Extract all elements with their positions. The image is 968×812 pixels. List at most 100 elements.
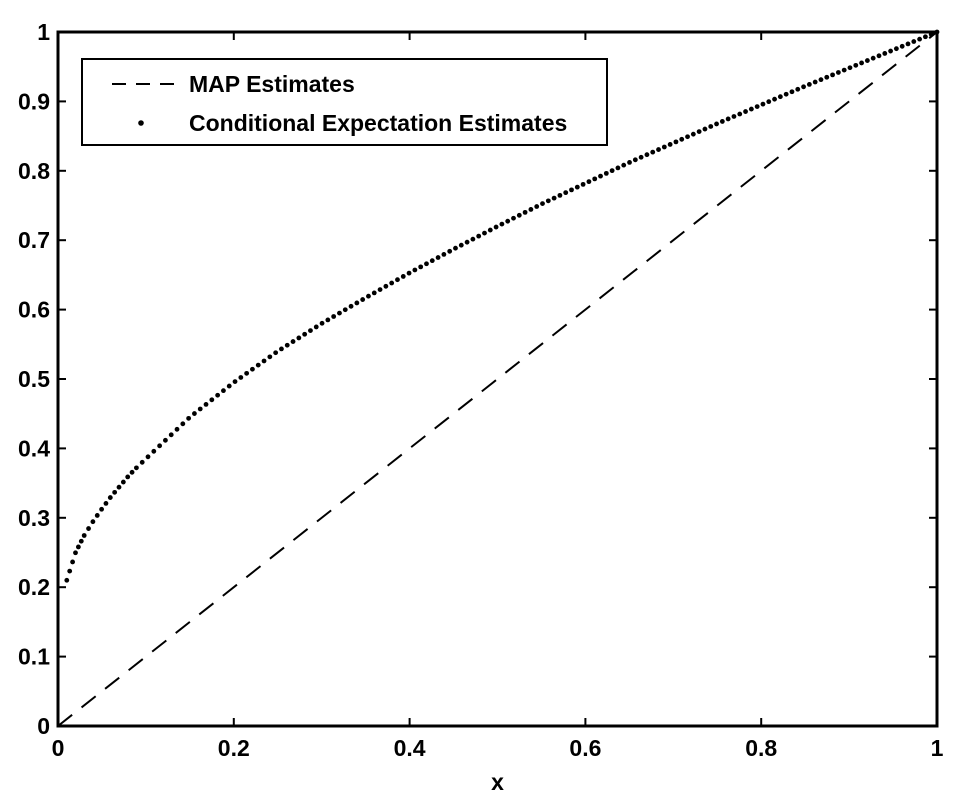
series-dots-conditional — [64, 29, 940, 583]
series-dot-conditional — [812, 79, 818, 85]
series-dot-conditional — [853, 62, 859, 68]
series-dot-conditional — [679, 136, 685, 142]
series-dot-conditional — [145, 454, 151, 460]
series-dot-conditional — [783, 91, 789, 97]
series-dot-conditional — [638, 154, 644, 160]
x-tick-label: 0 — [52, 735, 65, 761]
series-dot-conditional — [186, 415, 192, 421]
series-dot-conditional — [505, 218, 511, 224]
series-dot-conditional — [899, 43, 905, 49]
series-dot-conditional — [232, 379, 238, 384]
series-dot-conditional — [714, 121, 719, 127]
y-tick-label: 0 — [37, 713, 50, 739]
series-dot-conditional — [766, 99, 772, 105]
series-dot-conditional — [134, 465, 139, 471]
series-dot-conditional — [313, 324, 319, 330]
series-dot-conditional — [70, 559, 75, 565]
series-dot-conditional — [73, 550, 78, 556]
legend-swatch-conditional — [138, 120, 144, 126]
series-dot-conditional — [882, 51, 888, 56]
series-dot-conditional — [801, 84, 806, 90]
series-dot-conditional — [308, 328, 313, 333]
series-dot-conditional — [64, 577, 70, 583]
series-dot-conditional — [458, 242, 464, 248]
series-dot-conditional — [731, 114, 737, 119]
series-dot-conditional — [125, 474, 131, 480]
series-dot-conditional — [563, 190, 569, 196]
series-dot-conditional — [424, 261, 429, 267]
legend-label-map: MAP Estimates — [189, 71, 355, 97]
series-dot-conditional — [748, 106, 754, 112]
y-tick-label: 0.2 — [18, 574, 50, 600]
series-dot-conditional — [209, 397, 215, 403]
series-dot-conditional — [847, 65, 853, 71]
series-dot-conditional — [120, 479, 126, 485]
series-dot-conditional — [685, 134, 690, 140]
series-dot-conditional — [772, 96, 777, 102]
series-dot-conditional — [876, 53, 882, 59]
series-dot-conditional — [94, 513, 100, 518]
series-dot-conditional — [163, 437, 168, 443]
series-dot-conditional — [632, 157, 638, 163]
series-dot-conditional — [487, 227, 493, 233]
series-dot-conditional — [75, 544, 81, 550]
series-dot-conditional — [725, 116, 731, 122]
series-dot-conditional — [197, 406, 203, 412]
series-dot-conditional — [644, 152, 650, 158]
series-dot-conditional — [412, 267, 418, 273]
plot-frame — [56, 30, 939, 728]
series-dot-conditional — [905, 41, 911, 47]
series-dot-conditional — [864, 58, 870, 63]
series-dot-conditional — [476, 233, 482, 239]
series-dot-conditional — [609, 168, 615, 174]
series-dot-conditional — [296, 335, 302, 341]
series-dot-conditional — [168, 432, 174, 438]
series-dot-conditional — [331, 314, 337, 319]
series-dot-conditional — [226, 383, 232, 389]
series-dot-conditional — [493, 224, 499, 230]
series-dot-conditional — [337, 310, 342, 316]
series-dot-conditional — [342, 307, 348, 313]
series-dot-conditional — [545, 198, 551, 204]
series-dot-conditional — [429, 258, 435, 264]
y-tick-label: 0.8 — [18, 158, 50, 184]
series-dot-conditional — [522, 209, 528, 215]
y-tick-label: 0.9 — [18, 88, 50, 114]
series-dot-conditional — [789, 89, 795, 95]
series-dot-conditional — [81, 533, 87, 538]
series-dot-conditional — [67, 568, 73, 574]
series-dot-conditional — [661, 144, 667, 150]
series-dot-conditional — [255, 362, 261, 368]
series-dot-conditional — [696, 129, 702, 135]
series-dot-conditional — [702, 126, 708, 132]
series-dot-conditional — [673, 139, 679, 145]
series-dot-conditional — [777, 94, 783, 100]
x-tick-label: 0.8 — [745, 735, 777, 761]
series-dot-conditional — [592, 176, 598, 182]
series-dot-conditional — [86, 526, 91, 531]
series-dot-conditional — [574, 184, 580, 190]
series-dot-conditional — [354, 300, 360, 306]
series-dot-conditional — [377, 287, 383, 293]
series-dot-conditional — [656, 147, 661, 152]
series-dot-conditional — [627, 159, 632, 165]
series-dot-conditional — [737, 111, 743, 117]
x-axis-label: x — [491, 769, 504, 795]
series-dot-conditional — [180, 421, 186, 427]
series-dot-conditional — [238, 375, 244, 380]
series-dot-conditional — [893, 46, 899, 52]
y-tick-label: 0.5 — [18, 366, 50, 392]
series-dot-conditional — [888, 48, 893, 54]
series-dot-conditional — [139, 459, 145, 465]
series-dot-conditional — [540, 201, 545, 207]
y-tick-label: 0.4 — [18, 435, 50, 461]
x-tick-label: 1 — [931, 735, 944, 761]
series-dot-conditional — [389, 280, 395, 286]
series-dot-conditional — [806, 82, 812, 87]
series-dot-conditional — [290, 339, 296, 344]
x-tick-label: 0.4 — [394, 735, 426, 761]
series-dot-conditional — [511, 215, 516, 221]
series-dot-conditional — [129, 469, 135, 475]
y-tick-label: 0.1 — [18, 644, 50, 670]
legend-box — [81, 58, 608, 146]
